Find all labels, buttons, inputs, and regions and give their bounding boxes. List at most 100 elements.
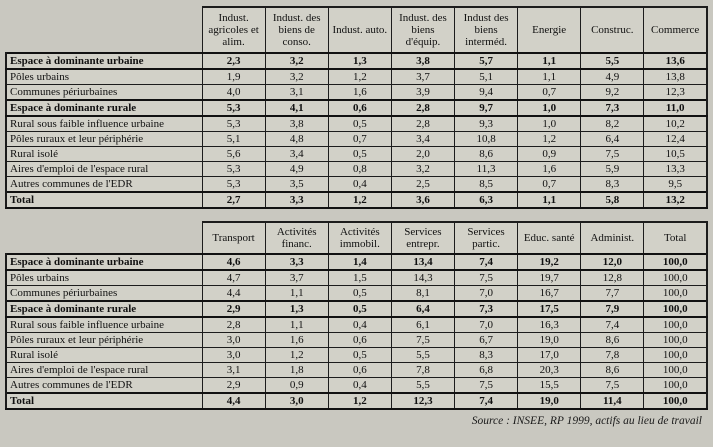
data-cell: 2,0	[390, 146, 456, 162]
data-cell: 4,8	[264, 131, 329, 147]
data-cell: 0,7	[517, 84, 582, 101]
data-cell: 0,4	[327, 316, 392, 333]
data-cell: 11,0	[643, 99, 709, 117]
data-cell: 5,9	[580, 161, 645, 177]
row-label: Pôles urbains	[5, 68, 203, 85]
data-cell: 100,0	[643, 300, 709, 318]
row-label: Total	[5, 191, 203, 209]
column-header: Transport	[201, 221, 266, 255]
data-cell: 3,3	[264, 253, 329, 271]
data-cell: 8,1	[390, 285, 456, 302]
table-row: Total 4,4 3,0 1,2 12,3 7,4 19,0 11,4 100,0	[5, 392, 709, 410]
data-cell: 0,4	[327, 176, 392, 193]
table-row: Pôles ruraux et leur périphérie 3,0 1,6 0,6…	[5, 332, 709, 348]
data-cell: 12,3	[390, 392, 456, 410]
data-cell: 1,5	[327, 269, 392, 286]
services-sectors-table: Transport Activités financ. Activités immo…	[5, 221, 709, 410]
data-cell: 5,1	[453, 68, 519, 85]
data-cell: 100,0	[643, 269, 709, 286]
data-cell: 5,8	[580, 191, 645, 209]
row-label: Rural sous faible influence urbaine	[5, 115, 203, 132]
data-cell: 6,1	[390, 316, 456, 333]
header-row: Indust. agricoles et alim. Indust. des bi…	[6, 6, 709, 54]
data-cell: 4,1	[264, 99, 329, 117]
data-cell: 0,6	[327, 99, 392, 117]
column-header: Activités immobil.	[327, 221, 392, 255]
data-cell: 100,0	[643, 285, 709, 302]
data-cell: 12,0	[580, 253, 645, 271]
data-cell: 1,6	[327, 84, 392, 101]
data-cell: 7,3	[580, 99, 645, 117]
data-cell: 1,2	[327, 68, 392, 85]
data-cell: 5,3	[201, 99, 266, 117]
data-cell: 1,0	[517, 99, 582, 117]
data-cell: 12,8	[580, 269, 645, 286]
data-cell: 5,3	[201, 176, 266, 193]
data-cell: 7,9	[580, 300, 645, 318]
data-cell: 3,4	[390, 131, 456, 147]
data-cell: 19,0	[517, 392, 582, 410]
row-label: Aires d'emploi de l'espace rural	[5, 362, 203, 378]
data-cell: 20,3	[517, 362, 582, 378]
data-cell: 4,7	[201, 269, 266, 286]
data-cell: 0,4	[327, 377, 392, 394]
data-cell: 1,3	[264, 300, 329, 318]
data-cell: 6,8	[453, 362, 519, 378]
data-cell: 3,2	[264, 68, 329, 85]
data-cell: 0,9	[517, 146, 582, 162]
data-cell: 19,2	[517, 253, 582, 271]
table-row: Pôles urbains 4,7 3,7 1,5 14,3 7,5 19,7 12,8 100…	[5, 269, 709, 286]
data-cell: 3,7	[264, 269, 329, 286]
data-cell: 4,9	[580, 68, 645, 85]
row-label: Rural sous faible influence urbaine	[5, 316, 203, 333]
data-cell: 7,5	[580, 377, 645, 394]
data-cell: 13,3	[643, 161, 709, 177]
data-cell: 100,0	[643, 377, 709, 394]
header-row: Transport Activités financ. Activités immo…	[6, 221, 709, 255]
data-cell: 9,3	[453, 115, 519, 132]
source-note: Source : INSEE, RP 1999, actifs au lieu …	[471, 415, 702, 427]
data-cell: 0,6	[327, 332, 392, 348]
data-cell: 100,0	[643, 347, 709, 363]
data-cell: 4,6	[201, 253, 266, 271]
data-cell: 3,1	[201, 362, 266, 378]
data-cell: 3,5	[264, 176, 329, 193]
data-cell: 100,0	[643, 253, 709, 271]
corner-cell	[6, 222, 202, 254]
data-cell: 7,5	[453, 269, 519, 286]
column-header: Indust. agricoles et alim.	[201, 6, 266, 54]
data-cell: 16,7	[517, 285, 582, 302]
table-row: Communes périurbaines 4,0 3,1 1,6 3,9 9,4 0,7 9…	[5, 84, 709, 101]
data-cell: 1,2	[327, 191, 392, 209]
data-cell: 17,5	[517, 300, 582, 318]
data-cell: 11,4	[580, 392, 645, 410]
data-cell: 5,3	[201, 115, 266, 132]
table-row: Autres communes de l'EDR 2,9 0,9 0,4 5,5 7,5 1…	[5, 377, 709, 394]
data-cell: 7,0	[453, 285, 519, 302]
data-cell: 13,6	[643, 52, 709, 70]
data-cell: 3,7	[390, 68, 456, 85]
data-cell: 10,5	[643, 146, 709, 162]
table-row: Rural sous faible influence urbaine 2,8 1,…	[5, 316, 709, 333]
data-cell: 1,1	[517, 52, 582, 70]
column-header: Services partic.	[453, 221, 519, 255]
data-cell: 3,8	[264, 115, 329, 132]
data-cell: 0,5	[327, 285, 392, 302]
data-cell: 3,0	[264, 392, 329, 410]
data-cell: 5,5	[390, 377, 456, 394]
data-cell: 14,3	[390, 269, 456, 286]
data-cell: 5,5	[390, 347, 456, 363]
row-label: Rural isolé	[5, 146, 203, 162]
data-cell: 5,7	[453, 52, 519, 70]
data-cell: 6,3	[453, 191, 519, 209]
column-header: Commerce	[643, 6, 709, 54]
row-label: Pôles urbains	[5, 269, 203, 286]
data-cell: 11,3	[453, 161, 519, 177]
data-cell: 7,7	[580, 285, 645, 302]
data-cell: 8,6	[580, 332, 645, 348]
table-row: Espace à dominante urbaine 2,3 3,2 1,3 3,8 5,…	[5, 52, 709, 70]
data-cell: 7,4	[453, 253, 519, 271]
data-cell: 9,7	[453, 99, 519, 117]
data-cell: 1,2	[517, 131, 582, 147]
data-cell: 0,6	[327, 362, 392, 378]
